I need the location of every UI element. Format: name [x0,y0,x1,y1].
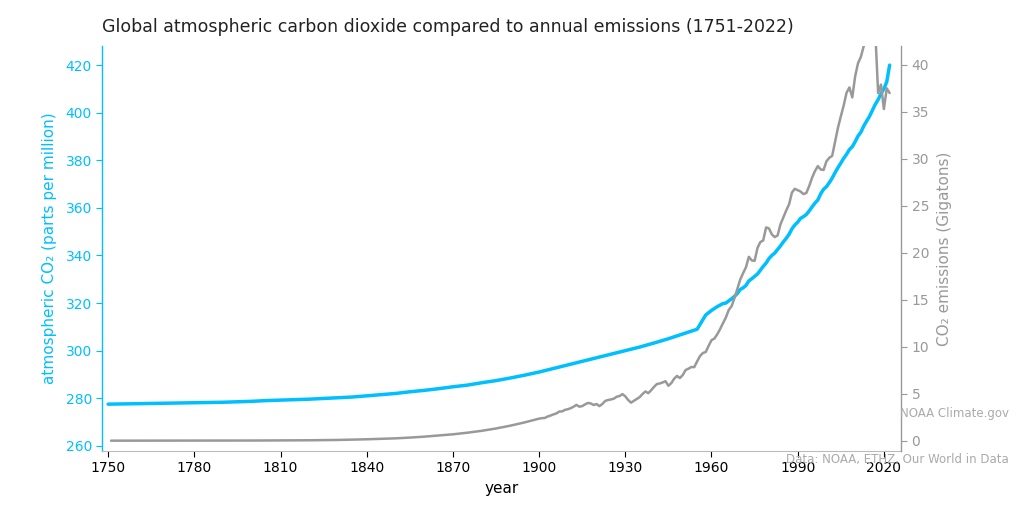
Text: NOAA Climate.gov: NOAA Climate.gov [900,407,1009,420]
Text: Global atmospheric carbon dioxide compared to annual emissions (1751-2022): Global atmospheric carbon dioxide compar… [102,18,795,36]
X-axis label: year: year [484,481,519,496]
Y-axis label: CO₂ emissions (Gigatons): CO₂ emissions (Gigatons) [938,151,952,346]
Y-axis label: atmospheric CO₂ (parts per million): atmospheric CO₂ (parts per million) [42,113,57,384]
Text: Data: NOAA, ETHZ, Our World in Data: Data: NOAA, ETHZ, Our World in Data [785,453,1009,466]
